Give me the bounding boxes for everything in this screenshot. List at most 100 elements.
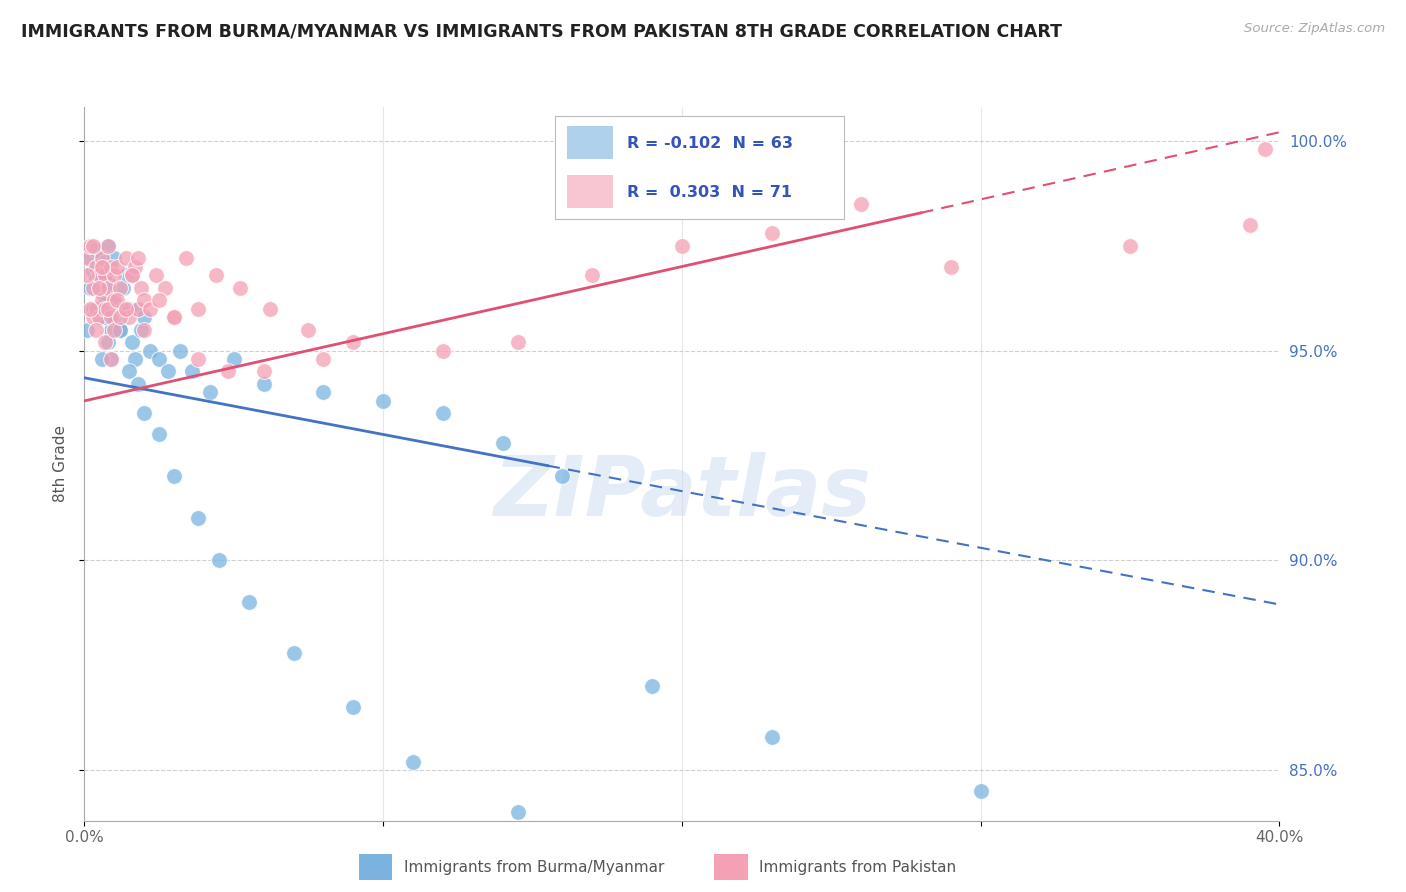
Point: [132, 310, 156, 324]
Point: [86, 260, 108, 274]
Point: [103, 293, 125, 307]
Point: [253, 377, 276, 392]
Point: [100, 310, 122, 324]
Point: [79, 251, 101, 265]
Point: [94, 297, 117, 311]
Point: [110, 322, 132, 336]
Point: [148, 351, 170, 366]
Point: [97, 238, 120, 252]
Point: [115, 251, 138, 265]
Point: [312, 385, 335, 400]
Point: [79, 280, 101, 294]
Point: [82, 264, 104, 278]
Point: [103, 268, 125, 282]
Point: [100, 351, 122, 366]
Point: [76, 268, 98, 282]
Point: [76, 251, 98, 265]
Point: [124, 260, 146, 274]
Point: [238, 595, 260, 609]
Text: IMMIGRANTS FROM BURMA/MYANMAR VS IMMIGRANTS FROM PAKISTAN 8TH GRADE CORRELATION : IMMIGRANTS FROM BURMA/MYANMAR VS IMMIGRA…: [21, 22, 1062, 40]
Point: [849, 196, 872, 211]
Point: [342, 700, 364, 714]
Point: [222, 351, 245, 366]
Point: [100, 260, 122, 274]
Point: [79, 238, 101, 252]
Point: [86, 243, 108, 257]
Point: [163, 310, 186, 324]
Text: Immigrants from Pakistan: Immigrants from Pakistan: [759, 860, 956, 874]
Point: [970, 784, 993, 798]
Point: [110, 280, 132, 294]
Point: [283, 646, 305, 660]
Text: Source: ZipAtlas.com: Source: ZipAtlas.com: [1244, 22, 1385, 36]
Point: [259, 301, 281, 316]
Point: [153, 280, 176, 294]
Point: [124, 351, 146, 366]
Point: [253, 364, 276, 378]
Point: [761, 730, 783, 744]
Point: [169, 343, 191, 358]
Point: [97, 277, 120, 291]
Text: R = -0.102  N = 63: R = -0.102 N = 63: [627, 136, 793, 151]
Point: [129, 280, 152, 294]
Text: ZIPatlas: ZIPatlas: [494, 452, 870, 533]
Point: [82, 280, 104, 294]
Point: [115, 301, 138, 316]
Point: [91, 310, 114, 324]
Point: [228, 280, 252, 294]
Point: [132, 322, 156, 336]
Point: [1119, 238, 1142, 252]
Point: [103, 310, 125, 324]
Point: [86, 260, 108, 274]
Point: [103, 251, 125, 265]
Point: [91, 285, 114, 299]
Point: [132, 407, 156, 421]
Point: [82, 310, 104, 324]
Point: [174, 251, 197, 265]
Point: [89, 280, 111, 294]
Point: [89, 268, 111, 282]
Point: [110, 310, 132, 324]
Point: [939, 260, 962, 274]
Point: [139, 301, 162, 316]
Point: [82, 238, 104, 252]
Point: [371, 393, 394, 408]
Point: [100, 322, 122, 336]
Point: [129, 322, 152, 336]
Point: [91, 293, 114, 307]
Point: [110, 322, 132, 336]
Point: [157, 364, 180, 378]
Point: [97, 280, 120, 294]
Point: [82, 301, 104, 316]
Point: [112, 280, 135, 294]
Point: [86, 301, 108, 316]
Point: [94, 268, 117, 282]
Point: [145, 268, 167, 282]
Point: [103, 322, 125, 336]
Point: [121, 268, 143, 282]
Bar: [567, 176, 613, 208]
Point: [127, 251, 149, 265]
Point: [127, 301, 149, 316]
Point: [205, 268, 228, 282]
Point: [112, 301, 135, 316]
Point: [76, 322, 98, 336]
Point: [187, 351, 209, 366]
Point: [121, 268, 143, 282]
Point: [97, 301, 120, 316]
Bar: [567, 126, 613, 159]
Point: [105, 301, 128, 316]
Point: [105, 260, 128, 274]
Point: [105, 293, 128, 307]
Point: [148, 293, 170, 307]
Point: [163, 469, 186, 483]
Point: [208, 553, 231, 567]
Point: [89, 310, 111, 324]
Point: [506, 805, 529, 820]
Point: [86, 272, 108, 286]
Point: [118, 301, 141, 316]
Point: [506, 335, 529, 350]
Point: [342, 335, 364, 350]
Point: [312, 351, 335, 366]
Point: [139, 343, 162, 358]
